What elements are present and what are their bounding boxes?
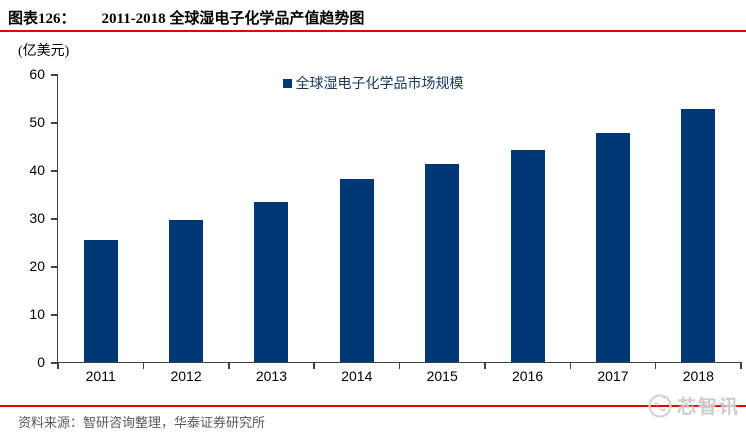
x-axis-tick [740, 362, 742, 369]
bar-2015 [425, 163, 460, 362]
figure-title: 2011-2018 全球湿电子化学品产值趋势图 [101, 11, 365, 27]
legend-swatch-icon [282, 78, 292, 88]
x-axis-tick [484, 362, 486, 369]
x-axis-tick-label: 2016 [511, 368, 544, 384]
x-axis-tick-label: 2013 [255, 368, 288, 384]
watermark-brand-text: 芯智讯 [676, 397, 740, 418]
y-axis-tick [51, 266, 58, 268]
y-axis-tick [51, 362, 58, 364]
bar-2016 [510, 149, 545, 362]
y-axis-tick [51, 218, 58, 220]
y-axis-tick [51, 74, 58, 76]
y-axis-tick-label: 10 [29, 306, 45, 322]
bar-2011 [83, 240, 118, 362]
y-axis-tick-label: 50 [29, 114, 45, 130]
y-axis-tick-label: 20 [29, 258, 45, 274]
header-red-rule [0, 30, 746, 32]
y-axis-tick [51, 314, 58, 316]
bar-2013 [254, 202, 289, 362]
chart-legend: 全球湿电子化学品市场规模 [0, 73, 746, 93]
footer-red-rule [0, 405, 746, 407]
source-note: 资料来源：智研咨询整理，华泰证券研究所 [18, 415, 266, 430]
x-axis-tick [57, 362, 59, 369]
y-axis-unit-label: (亿美元) [18, 44, 70, 59]
bar-2018 [681, 108, 716, 362]
y-axis-tick [51, 170, 58, 172]
x-axis-tick-label: 2012 [170, 368, 202, 384]
x-axis-tick [398, 362, 401, 369]
figure-header: 图表126： 2011-2018 全球湿电子化学品产值趋势图 [8, 7, 738, 28]
y-axis-tick [51, 122, 58, 124]
x-axis-tick-label: 2015 [426, 368, 458, 384]
x-axis-tick [654, 362, 657, 369]
x-axis-tick [313, 362, 315, 369]
xinzhixun-logo-icon [648, 393, 672, 418]
bar-2017 [595, 132, 630, 362]
watermark: 芯智讯 [647, 392, 740, 419]
x-axis-tick-label: 2018 [682, 368, 714, 384]
y-axis-tick-label: 40 [29, 162, 45, 178]
y-axis-tick-label: 60 [29, 66, 45, 82]
x-axis-tick-label: 2011 [85, 368, 116, 384]
bar-2014 [339, 178, 374, 362]
x-axis-tick-label: 2014 [341, 368, 373, 384]
y-axis-tick-label: 0 [37, 354, 45, 370]
x-axis-tick-label: 2017 [597, 368, 629, 384]
figure-number-label: 图表126： [8, 11, 76, 27]
x-axis-tick [228, 362, 230, 369]
x-axis-tick [142, 362, 145, 369]
plot-area: 0 10 20 30 40 50 60 2011 2012 2013 2014 2015 2016 201… [29, 66, 742, 384]
bar-2012 [169, 220, 204, 362]
legend-label: 全球湿电子化学品市场规模 [295, 77, 464, 92]
y-axis-tick-label: 30 [29, 210, 45, 226]
x-axis-tick [569, 362, 571, 369]
